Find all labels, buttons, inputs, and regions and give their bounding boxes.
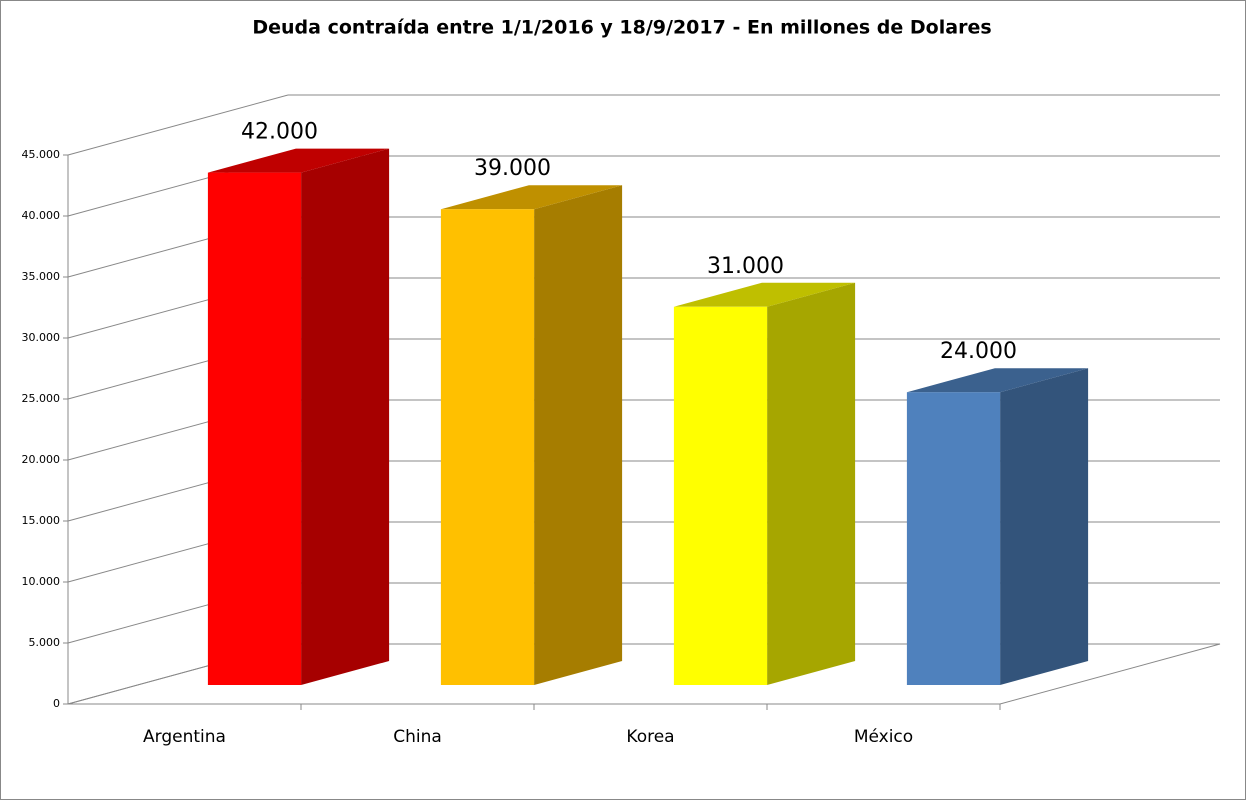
x-tick-label: Korea — [626, 727, 674, 747]
x-tick-label: China — [393, 727, 442, 747]
y-tick-label: 45.000 — [22, 148, 61, 161]
bar — [673, 306, 768, 685]
bar-side — [1000, 368, 1089, 685]
bar-side — [767, 282, 856, 685]
bar-top — [906, 368, 1089, 393]
x-tick-label: Argentina — [143, 727, 226, 747]
value-label: 24.000 — [940, 339, 1017, 364]
y-tick-label: 25.000 — [22, 392, 61, 405]
chart-title: Deuda contraída entre 1/1/2016 y 18/9/20… — [252, 17, 991, 39]
y-tick-label: 5.000 — [29, 636, 61, 649]
value-label: 42.000 — [241, 120, 318, 145]
bar-top — [207, 148, 390, 173]
y-tick-label: 0 — [53, 697, 60, 710]
value-label: 31.000 — [707, 254, 784, 279]
x-tick-label: México — [854, 727, 913, 747]
y-tick-label: 15.000 — [22, 514, 61, 527]
bar — [207, 172, 302, 686]
bar — [906, 392, 1001, 685]
value-label: 39.000 — [474, 156, 551, 181]
y-tick-label: 40.000 — [22, 209, 61, 222]
side-grid-line — [67, 94, 289, 156]
y-tick-label: 10.000 — [22, 575, 61, 588]
y-tick-label: 20.000 — [22, 453, 61, 466]
y-tick-label: 30.000 — [22, 331, 61, 344]
bar-side — [534, 185, 623, 685]
bar-side — [301, 148, 390, 686]
bar — [440, 209, 535, 685]
bar-top — [440, 185, 623, 210]
bar-top — [673, 282, 856, 307]
y-tick-label: 35.000 — [22, 270, 61, 283]
